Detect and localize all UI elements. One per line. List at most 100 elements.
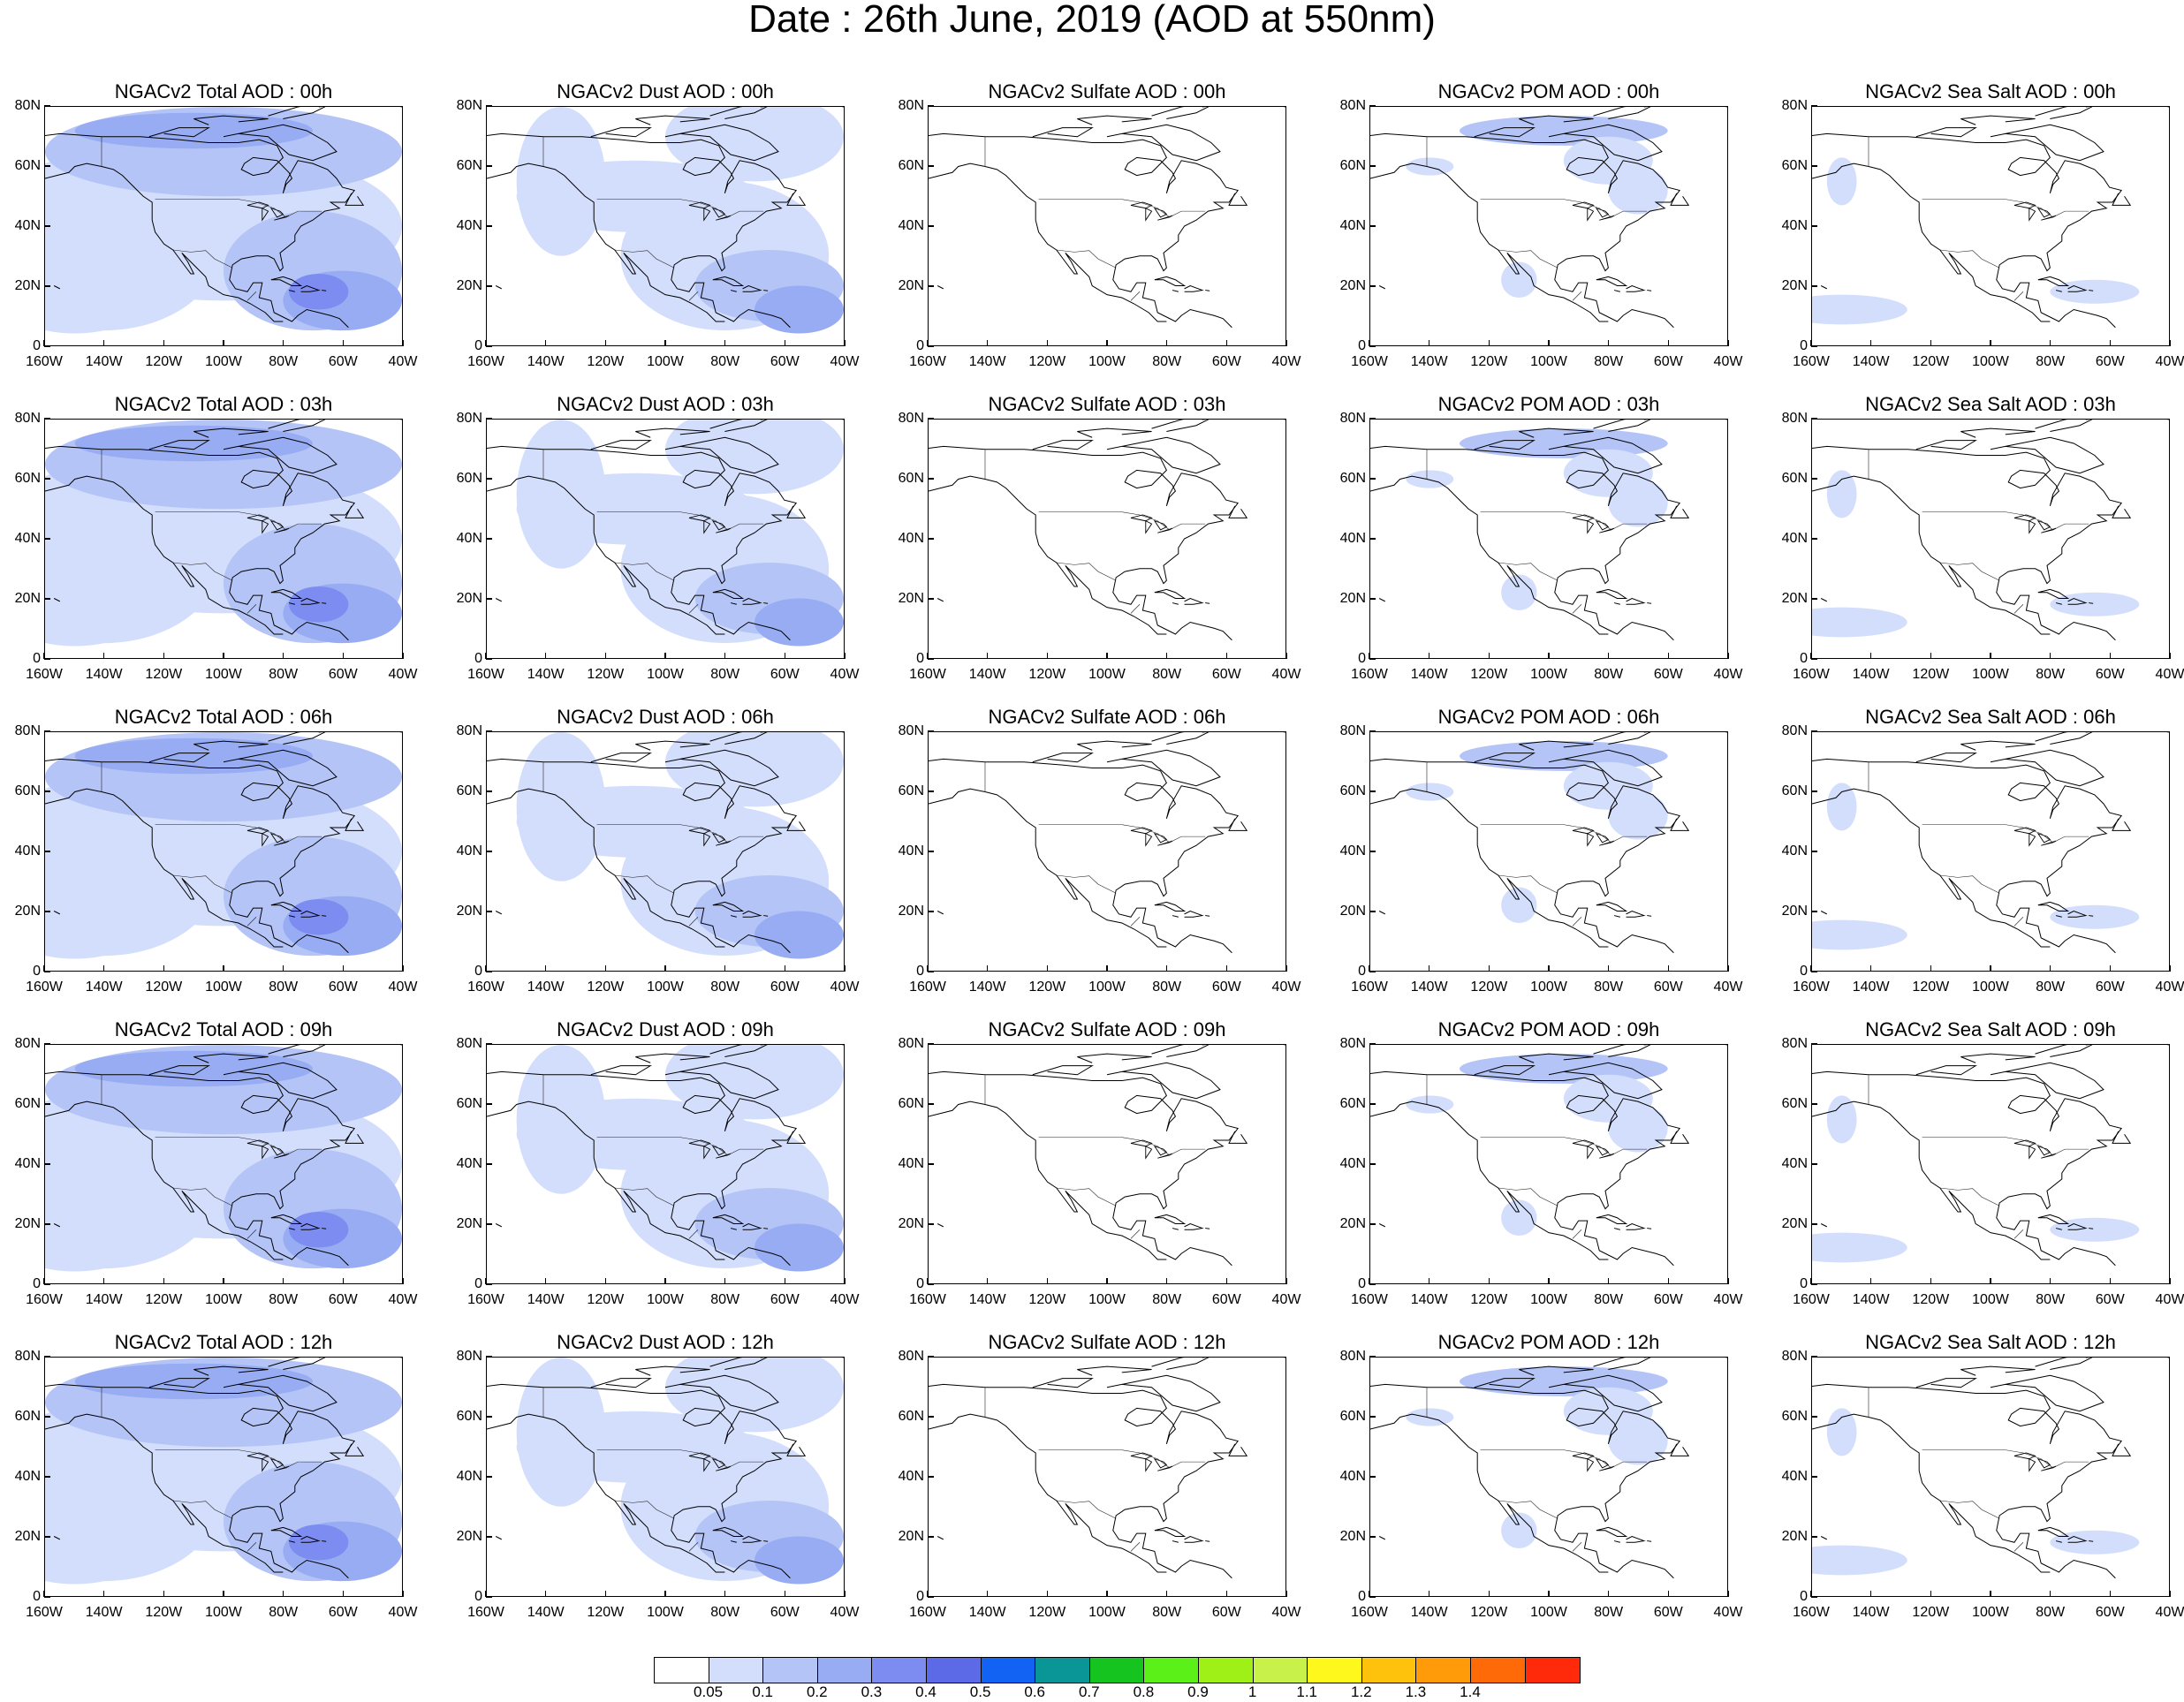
x-tick-mark (1667, 340, 1670, 346)
x-tick-label: 160W (26, 354, 63, 369)
country-border (1056, 1187, 1117, 1207)
x-tick-label: 60W (328, 1605, 358, 1620)
coastline (937, 1536, 944, 1540)
coastline (635, 115, 710, 125)
aod-contour-fill (2050, 592, 2140, 617)
panel-title: NGACv2 Sea Salt AOD : 00h (1865, 80, 2116, 102)
aod-contour-fill (1460, 1366, 1668, 1396)
aod-contour-fill (516, 785, 755, 858)
y-tick-mark (928, 285, 934, 287)
aod-contour-fill (755, 911, 844, 959)
x-tick-mark (2049, 1591, 2051, 1597)
y-tick-mark (486, 1416, 492, 1418)
x-tick-mark (604, 340, 607, 346)
x-tick-mark (784, 1591, 786, 1597)
x-tick-mark (1810, 653, 1812, 659)
coastline (1812, 163, 2051, 322)
aod-contour-fill (74, 1050, 313, 1087)
x-tick-mark (1488, 340, 1490, 346)
coastline (1474, 1378, 1536, 1388)
x-tick-label: 60W (1653, 1605, 1683, 1620)
aod-contour-fill (516, 473, 755, 545)
y-tick-label: 40N (1339, 1469, 1366, 1484)
x-tick-label: 140W (1410, 1292, 1448, 1307)
x-tick-mark (1548, 965, 1550, 972)
colorbar-swatch (655, 1658, 709, 1683)
y-tick-mark (1811, 418, 1817, 420)
x-tick-mark (664, 1591, 666, 1597)
aod-contour-fill (45, 1223, 134, 1272)
x-tick-label: 60W (770, 980, 800, 995)
lake-outline (2036, 832, 2051, 843)
coastline (1151, 107, 1210, 119)
y-tick-mark (486, 1103, 492, 1105)
lake-outline (1587, 833, 1595, 847)
coastline (193, 115, 269, 125)
coastline (487, 475, 725, 635)
aod-contour-fill (1501, 1199, 1537, 1236)
coastline (1915, 440, 1977, 450)
panel-title: NGACv2 Sulfate AOD : 12h (988, 1331, 1226, 1353)
country-border (1038, 824, 1206, 843)
x-tick-label: 40W (830, 1292, 860, 1307)
coastline (786, 505, 807, 518)
aod-contour-fill (1608, 1417, 1668, 1465)
x-tick-mark (43, 1278, 45, 1284)
map-panel: NGACv2 Total AOD : 09h 80N 60N 40N 20N 0 160W 1… (0, 1019, 424, 1320)
y-tick-label: 40N (1781, 531, 1808, 546)
x-tick-label: 100W (1088, 1292, 1126, 1307)
x-tick-label: 120W (1028, 1605, 1066, 1620)
coastline (730, 915, 737, 918)
x-tick-label: 160W (909, 1292, 946, 1307)
y-tick-mark (928, 1103, 934, 1105)
y-tick-label: 40N (1781, 218, 1808, 233)
y-tick-mark (486, 1043, 492, 1045)
y-tick-label: 80N (1781, 723, 1808, 738)
y-tick-mark (44, 105, 50, 107)
coastline (1184, 284, 1204, 292)
coastline (1106, 436, 1221, 474)
y-tick-mark (1811, 1356, 1817, 1358)
panel-title: NGACv2 Sulfate AOD : 06h (988, 706, 1226, 728)
y-tick-mark (1811, 1043, 1817, 1045)
country-border (1922, 511, 2089, 531)
map-plot (1811, 106, 2170, 346)
panel-title: NGACv2 POM AOD : 00h (1437, 80, 1660, 102)
x-tick-label: 80W (1152, 1605, 1182, 1620)
aod-contour-fill (1812, 294, 1907, 325)
colorbar-label: 0.05 (694, 1683, 724, 1700)
x-tick-label: 140W (968, 354, 1006, 369)
aod-field (487, 107, 844, 334)
country-border (2013, 291, 2024, 301)
x-tick-label: 40W (1713, 1292, 1743, 1307)
x-tick-mark (784, 653, 786, 659)
y-tick-label: 20N (898, 904, 924, 919)
lake-outline (1145, 520, 1153, 534)
x-tick-mark (724, 1591, 726, 1597)
coastline (223, 749, 337, 787)
x-tick-mark (1046, 1278, 1049, 1284)
y-tick-mark (928, 1476, 934, 1478)
coastline (1370, 1413, 1609, 1573)
country-border (2013, 917, 2024, 927)
x-tick-mark (163, 965, 165, 972)
x-tick-label: 60W (1211, 354, 1241, 369)
coastline (1151, 420, 1210, 432)
coastline (1626, 910, 1646, 918)
lake-outline (703, 208, 711, 222)
y-tick-label: 80N (14, 723, 41, 738)
country-border (688, 1542, 699, 1552)
coastline (495, 285, 503, 290)
y-tick-mark (1369, 851, 1376, 852)
x-tick-mark (1930, 965, 1932, 972)
x-tick-label: 40W (1271, 1605, 1301, 1620)
y-tick-label: 0 (1358, 1589, 1366, 1604)
x-tick-mark (1285, 653, 1287, 659)
coastline (1370, 445, 1681, 641)
x-tick-label: 80W (1152, 354, 1182, 369)
lake-outline (688, 201, 711, 209)
y-tick-label: 60N (456, 783, 482, 798)
y-tick-label: 20N (898, 1216, 924, 1231)
coastline (288, 602, 295, 605)
coastline (786, 818, 807, 831)
